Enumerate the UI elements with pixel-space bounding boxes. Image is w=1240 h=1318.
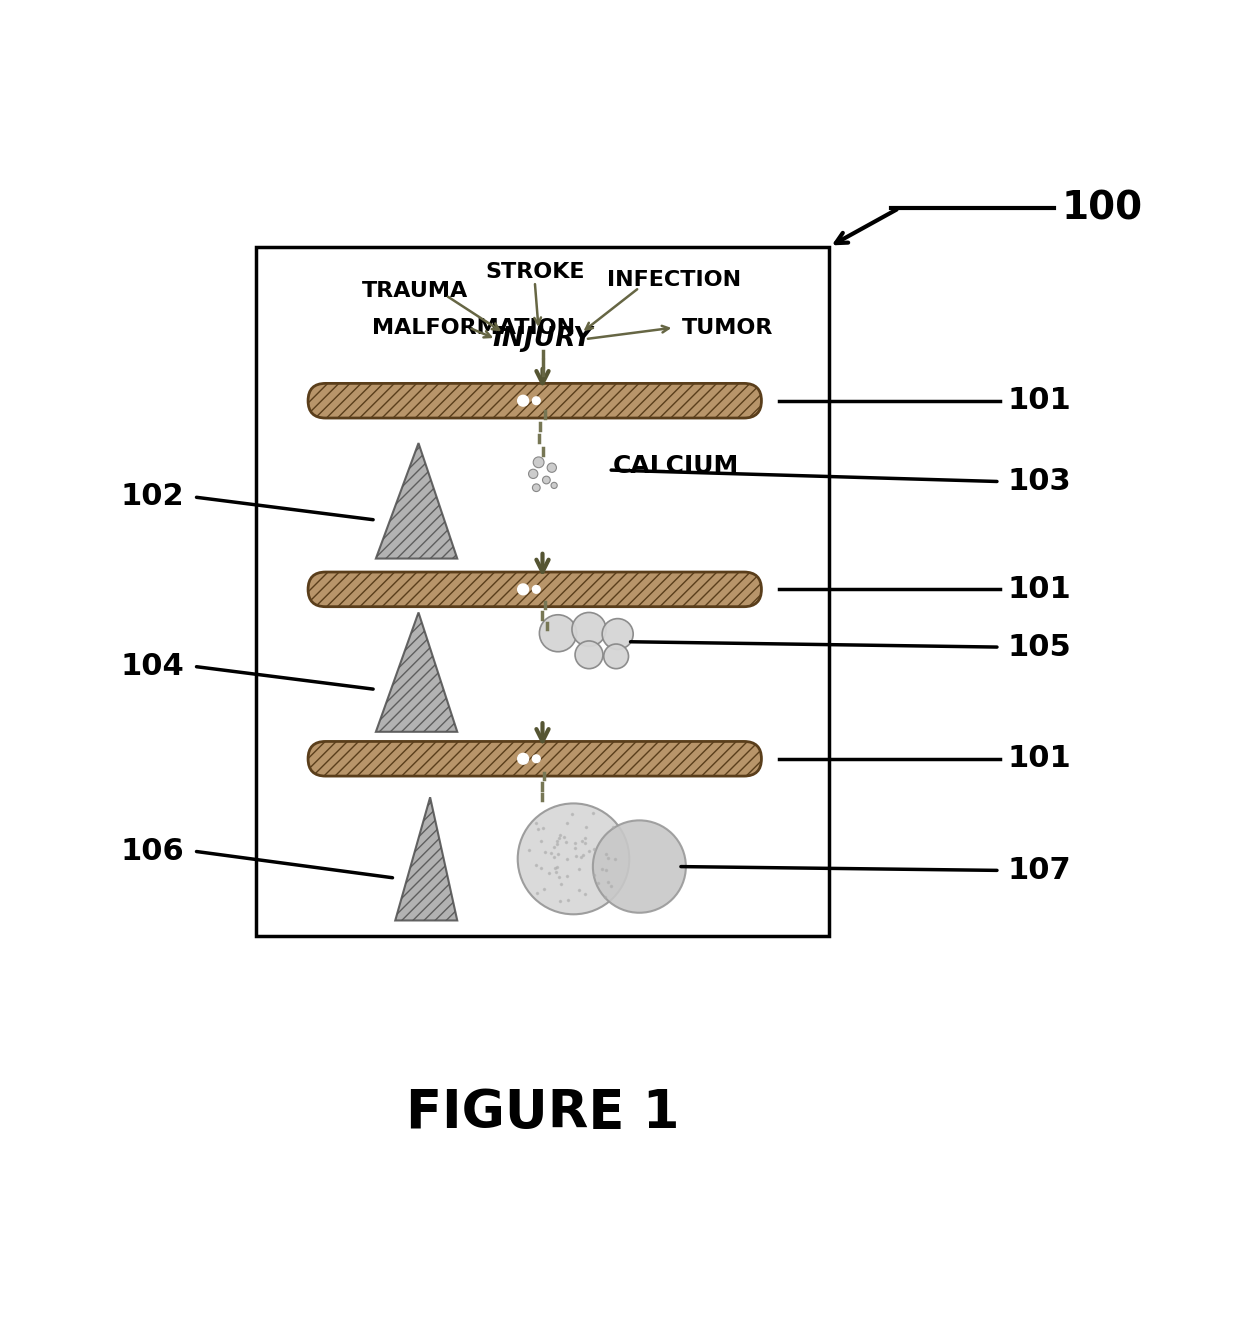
Circle shape <box>532 755 541 763</box>
Polygon shape <box>396 797 458 920</box>
FancyBboxPatch shape <box>308 384 761 418</box>
Circle shape <box>532 585 541 593</box>
Text: FIGURE 1: FIGURE 1 <box>405 1087 680 1139</box>
Circle shape <box>575 641 603 668</box>
Circle shape <box>551 482 557 489</box>
Text: 106: 106 <box>120 837 185 866</box>
Text: INJURY: INJURY <box>492 326 593 352</box>
Circle shape <box>532 397 541 405</box>
FancyBboxPatch shape <box>308 572 761 606</box>
Text: 105: 105 <box>1007 633 1071 662</box>
Text: 103: 103 <box>1007 467 1071 496</box>
Circle shape <box>518 584 528 594</box>
Circle shape <box>528 469 538 478</box>
Text: 107: 107 <box>1007 855 1071 884</box>
Text: INFECTION: INFECTION <box>608 270 742 290</box>
Circle shape <box>518 804 629 915</box>
Circle shape <box>604 645 629 668</box>
Text: TRAUMA: TRAUMA <box>362 281 467 301</box>
Text: 101: 101 <box>1007 745 1071 774</box>
Text: 101: 101 <box>1007 386 1071 415</box>
Text: 101: 101 <box>1007 575 1071 604</box>
Text: 102: 102 <box>120 482 185 511</box>
Polygon shape <box>376 613 458 731</box>
Bar <box>255 246 830 936</box>
Circle shape <box>518 754 528 764</box>
Circle shape <box>547 463 557 472</box>
Text: 104: 104 <box>120 652 185 681</box>
Circle shape <box>572 613 606 646</box>
Text: TUMOR: TUMOR <box>682 318 774 337</box>
Circle shape <box>532 484 541 492</box>
Text: 100: 100 <box>1061 190 1143 227</box>
Circle shape <box>539 614 577 651</box>
Circle shape <box>533 457 544 468</box>
FancyBboxPatch shape <box>308 742 761 776</box>
Text: CALCIUM: CALCIUM <box>613 455 739 478</box>
Polygon shape <box>376 443 458 559</box>
Circle shape <box>518 395 528 406</box>
Circle shape <box>603 618 634 650</box>
Circle shape <box>543 476 551 484</box>
Text: STROKE: STROKE <box>485 262 584 282</box>
Circle shape <box>593 820 686 913</box>
Text: MALFORMATION: MALFORMATION <box>372 318 575 337</box>
